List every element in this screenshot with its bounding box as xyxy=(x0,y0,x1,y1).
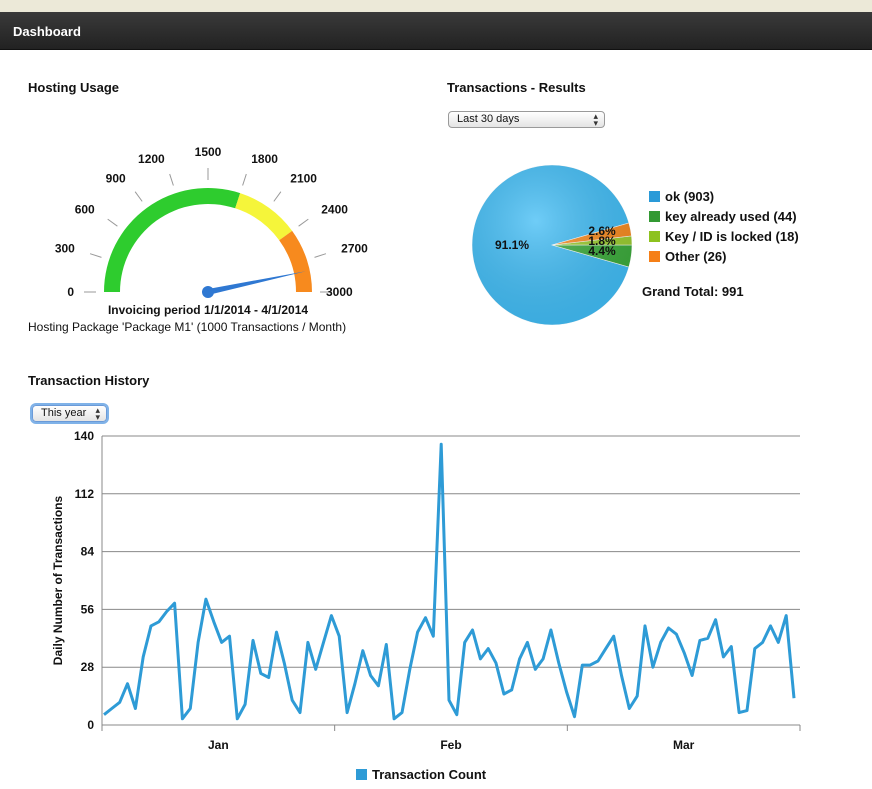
legend-label-2: Key / ID is locked (18) xyxy=(665,229,799,244)
select-arrows-icon: ▴ ▾ xyxy=(593,111,598,128)
dashboard-title: Dashboard xyxy=(13,24,81,39)
pie-label-ok: 91.1% xyxy=(495,238,529,252)
select-arrows-icon: ▴ ▾ xyxy=(95,405,100,422)
gauge-tick-mark xyxy=(169,173,174,186)
gauge-tick-mark xyxy=(273,191,282,202)
gauge-tick-mark xyxy=(298,218,309,227)
gauge-tick-mark xyxy=(89,253,102,258)
gauge-tick-label: 300 xyxy=(55,242,75,256)
gauge-tick-label: 1200 xyxy=(138,152,165,166)
results-period-select-value: Last 30 days xyxy=(457,113,520,125)
history-range-select-value: This year xyxy=(41,407,87,419)
x-tick-label: Jan xyxy=(208,738,229,752)
y-axis-label: Daily Number of Transactions xyxy=(51,495,65,665)
gauge-tick-label: 2700 xyxy=(341,242,368,256)
legend-swatch-0 xyxy=(649,191,660,202)
hosting-usage-title: Hosting Usage xyxy=(28,80,120,95)
gauge-band-0 xyxy=(104,188,241,292)
x-tick-label: Mar xyxy=(673,738,695,752)
dashboard-panel: Dashboard Hosting Usage 0 300 600 900 1200 15… xyxy=(0,12,872,789)
y-tick-label: 84 xyxy=(81,545,95,559)
hosting-package-text: Hosting Package 'Package M1' (1000 Trans… xyxy=(28,320,347,334)
pie-label-2: 1.8% xyxy=(588,234,616,248)
pie-label-1: 4.4% xyxy=(588,244,616,258)
legend-swatch-2 xyxy=(649,231,660,242)
transaction-history-title: Transaction History xyxy=(28,373,150,388)
pie-grand-total: Grand Total: 991 xyxy=(642,284,744,299)
y-tick-label: 112 xyxy=(75,487,95,501)
transaction-history-line-chart: 0 28 56 84 112 140 Jan Feb Mar Daily Number of Tr… xyxy=(51,429,801,782)
gauge-needle-hub xyxy=(202,286,214,298)
gauge-tick-mark xyxy=(242,173,247,186)
y-tick-label: 0 xyxy=(87,718,94,732)
transactions-results-pie-chart: 91.1% 2.6%1.8%4.4% ok (903) key already use… xyxy=(471,164,799,326)
gauge-tick-label: 2400 xyxy=(321,203,348,217)
gauge-tick-mark xyxy=(107,218,118,227)
gauge-band-2 xyxy=(279,230,312,292)
gauge-tick-label: 900 xyxy=(106,172,126,186)
gauge-tick-label: 600 xyxy=(75,203,95,217)
gauge-band-1 xyxy=(235,193,293,241)
legend-label-3: Other (26) xyxy=(665,249,726,264)
series-line-0 xyxy=(103,442,796,721)
series-legend-swatch xyxy=(356,769,367,780)
results-period-select[interactable]: Last 30 days ▴ ▾ xyxy=(448,111,605,128)
gauge-caption: Invoicing period 1/1/2014 - 4/1/2014 xyxy=(108,303,308,317)
series-legend-label: Transaction Count xyxy=(372,767,487,782)
gauge-tick-label: 3000 xyxy=(326,285,353,299)
gauge-tick-label: 2100 xyxy=(290,172,317,186)
gauge-tick-mark xyxy=(134,191,143,202)
history-range-select[interactable]: This year ▴ ▾ xyxy=(32,405,107,422)
hosting-usage-gauge: 0 300 600 900 1200 1500 1800 2100 2400 2700 3000 In… xyxy=(55,145,368,317)
legend-label-0: ok (903) xyxy=(665,189,714,204)
gauge-tick-label: 0 xyxy=(67,285,74,299)
legend-swatch-1 xyxy=(649,211,660,222)
y-tick-label: 56 xyxy=(81,602,95,616)
legend-swatch-3 xyxy=(649,251,660,262)
gauge-needle xyxy=(207,271,306,295)
pie-shading xyxy=(472,165,632,325)
y-tick-label: 140 xyxy=(74,429,94,443)
x-tick-label: Feb xyxy=(440,738,461,752)
gauge-tick-label: 1500 xyxy=(195,145,222,159)
gauge-tick-mark xyxy=(314,253,327,258)
gauge-tick-label: 1800 xyxy=(251,152,278,166)
y-tick-label: 28 xyxy=(81,660,95,674)
dashboard-header: Dashboard xyxy=(0,12,872,50)
legend-label-1: key already used (44) xyxy=(665,209,797,224)
transactions-results-title: Transactions - Results xyxy=(447,80,586,95)
pie-label-3: 2.6% xyxy=(588,224,616,238)
